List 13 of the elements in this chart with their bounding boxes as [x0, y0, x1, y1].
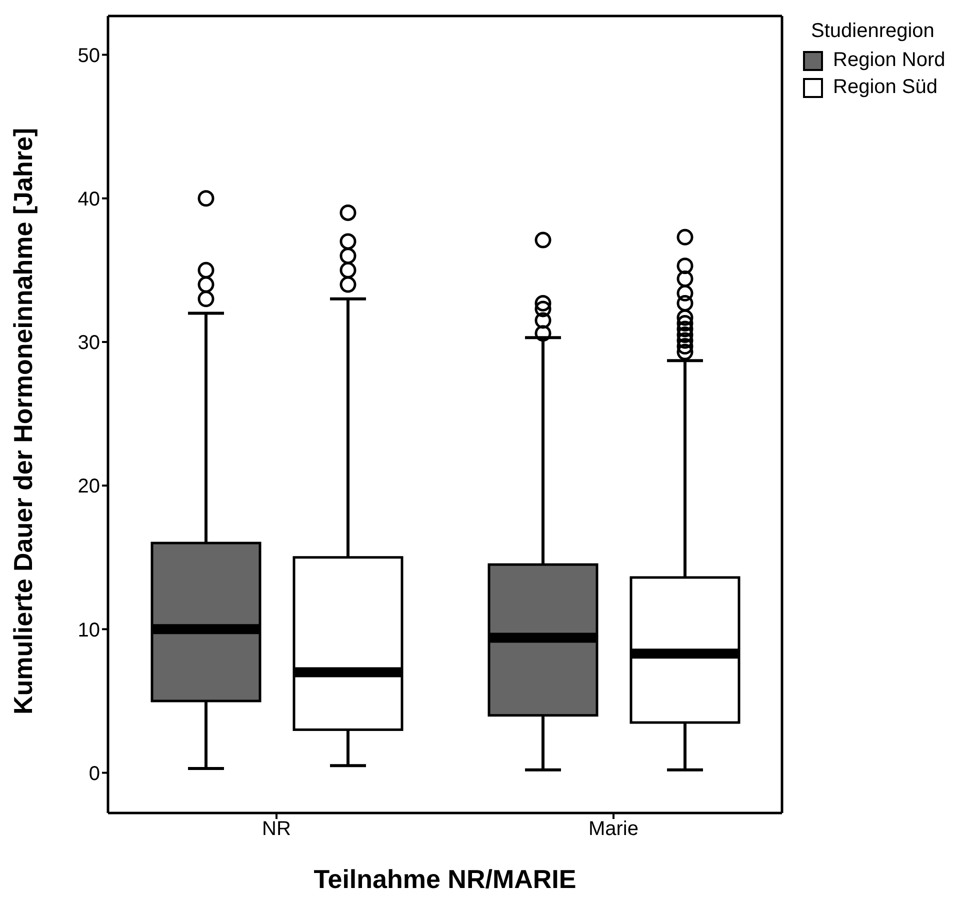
- x-tick-label: NR: [262, 818, 291, 840]
- legend-label: Region Nord: [833, 49, 946, 72]
- y-tick-label: 50: [78, 44, 100, 67]
- y-tick-label: 10: [78, 619, 100, 642]
- x-axis-title: Teilnahme NR/MARIE: [314, 864, 576, 894]
- y-tick-label: 0: [88, 762, 100, 785]
- y-tick-label: 40: [78, 188, 100, 210]
- legend-label: Region Süd: [833, 76, 938, 99]
- y-axis-title: Kumulierte Dauer der Hormoneinnahme [Jahre]: [8, 128, 38, 714]
- y-tick-label: 30: [78, 332, 100, 354]
- legend-title: Studienregion: [811, 20, 936, 43]
- x-tick-label: Marie: [588, 818, 639, 840]
- y-tick-label: 20: [78, 476, 100, 498]
